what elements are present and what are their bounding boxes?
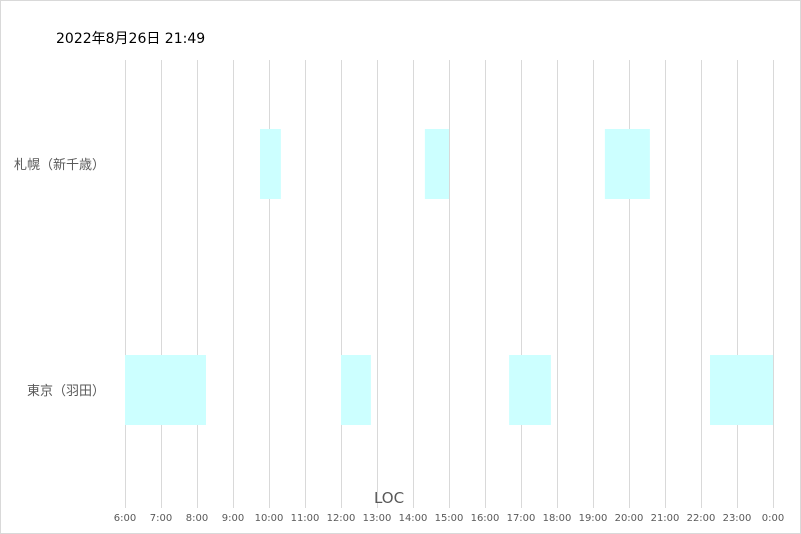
x-tick-label: 9:00 — [222, 513, 244, 524]
gantt-bar — [509, 355, 551, 425]
gantt-bar — [424, 129, 449, 199]
x-tick-label: 19:00 — [579, 513, 608, 524]
x-tick-label: 21:00 — [651, 513, 680, 524]
gantt-bar — [710, 355, 773, 425]
x-tick-label: 11:00 — [291, 513, 320, 524]
x-tick-label: 15:00 — [435, 513, 464, 524]
x-tick-label: 20:00 — [615, 513, 644, 524]
x-tick-label: 13:00 — [363, 513, 392, 524]
category-label: 札幌（新千歳） — [14, 157, 105, 173]
chart-title: 2022年8月26日 21:49 — [56, 31, 206, 47]
x-tick-label: 6:00 — [114, 513, 136, 524]
gantt-bar — [260, 129, 281, 199]
x-tick-label: 8:00 — [186, 513, 208, 524]
x-tick-label: 22:00 — [687, 513, 716, 524]
gantt-bar — [125, 355, 206, 425]
x-tick-label: 10:00 — [255, 513, 284, 524]
category-labels: 札幌（新千歳） 東京（羽田） — [14, 157, 105, 399]
x-tick-label: 18:00 — [543, 513, 572, 524]
x-axis-label: LOC — [374, 489, 404, 507]
x-tick-label: 17:00 — [507, 513, 536, 524]
category-label: 東京（羽田） — [27, 383, 105, 399]
grid-lines — [125, 60, 774, 508]
x-tick-label: 14:00 — [399, 513, 428, 524]
x-tick-label: 16:00 — [471, 513, 500, 524]
x-tick-label: 7:00 — [150, 513, 172, 524]
x-tick-labels: 6:00 7:00 8:00 9:00 10:00 11:00 12:00 13:00 14:0… — [114, 513, 784, 524]
bars — [125, 129, 773, 425]
x-tick-label: 23:00 — [723, 513, 752, 524]
gantt-bar — [604, 129, 650, 199]
x-tick-label: 12:00 — [327, 513, 356, 524]
gantt-bar — [341, 355, 371, 425]
x-tick-label: 0:00 — [762, 513, 784, 524]
